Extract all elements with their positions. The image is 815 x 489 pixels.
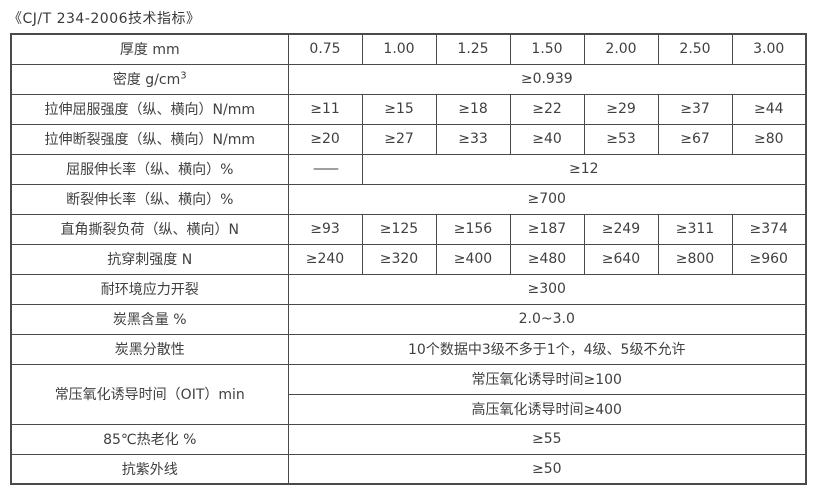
value-cell-merged: ≥0.939 bbox=[287, 63, 807, 95]
value-cell: 1.00 bbox=[361, 33, 437, 65]
table-row-heat-aging: 85℃热老化 % ≥55 bbox=[10, 423, 807, 455]
row-label: 拉伸屈服强度（纵、横向）N/mm bbox=[10, 93, 289, 125]
value-cell: ≥240 bbox=[287, 243, 363, 275]
row-label: 拉伸断裂强度（纵、横向）N/mm bbox=[10, 123, 289, 155]
value-cell-merged: 常压氧化诱导时间≥100 bbox=[287, 363, 807, 395]
value-cell-merged: 高压氧化诱导时间≥400 bbox=[287, 393, 807, 425]
row-label: 炭黑分散性 bbox=[10, 333, 289, 365]
value-cell: 1.50 bbox=[509, 33, 585, 65]
table-row-break-elongation: 断裂伸长率（纵、横向）% ≥700 bbox=[10, 183, 807, 215]
value-cell: ≥311 bbox=[657, 213, 733, 245]
row-label: 厚度 mm bbox=[10, 33, 289, 65]
row-label: 断裂伸长率（纵、横向）% bbox=[10, 183, 289, 215]
table-row-stress-crack-resistance: 耐环境应力开裂 ≥300 bbox=[10, 273, 807, 305]
value-cell: ≥29 bbox=[583, 93, 659, 125]
value-cell: ≥27 bbox=[361, 123, 437, 155]
spec-table: 厚度 mm 0.75 1.00 1.25 1.50 2.00 2.50 3.00… bbox=[10, 33, 807, 485]
value-cell: ≥480 bbox=[509, 243, 585, 275]
value-cell: 2.50 bbox=[657, 33, 733, 65]
value-cell: ≥15 bbox=[361, 93, 437, 125]
value-cell-merged: 2.0~3.0 bbox=[287, 303, 807, 335]
table-row-uv-resistance: 抗紫外线 ≥50 bbox=[10, 453, 807, 485]
row-label: 屈服伸长率（纵、横向）% bbox=[10, 153, 289, 185]
value-cell: ≥80 bbox=[731, 123, 807, 155]
table-row-puncture-strength: 抗穿刺强度 N ≥240 ≥320 ≥400 ≥480 ≥640 ≥800 ≥9… bbox=[10, 243, 807, 275]
value-cell: ≥53 bbox=[583, 123, 659, 155]
row-label: 抗紫外线 bbox=[10, 453, 289, 485]
table-row-tensile-break-strength: 拉伸断裂强度（纵、横向）N/mm ≥20 ≥27 ≥33 ≥40 ≥53 ≥67… bbox=[10, 123, 807, 155]
table-row-carbon-black-content: 炭黑含量 % 2.0~3.0 bbox=[10, 303, 807, 335]
value-cell: 1.25 bbox=[435, 33, 511, 65]
page-title: 《CJ/T 234-2006技术指标》 bbox=[8, 11, 201, 27]
value-cell: ≥187 bbox=[509, 213, 585, 245]
value-cell-dash: —— bbox=[287, 153, 363, 185]
value-cell: 3.00 bbox=[731, 33, 807, 65]
table-row-yield-elongation: 屈服伸长率（纵、横向）% —— ≥12 bbox=[10, 153, 807, 185]
row-label: 抗穿刺强度 N bbox=[10, 243, 289, 275]
value-cell: ≥40 bbox=[509, 123, 585, 155]
value-cell: ≥249 bbox=[583, 213, 659, 245]
value-cell: ≥400 bbox=[435, 243, 511, 275]
row-label: 常压氧化诱导时间（OIT）min bbox=[10, 363, 289, 425]
value-cell: ≥960 bbox=[731, 243, 807, 275]
value-cell: ≥44 bbox=[731, 93, 807, 125]
value-cell: ≥67 bbox=[657, 123, 733, 155]
value-cell: ≥37 bbox=[657, 93, 733, 125]
value-cell-merged: ≥700 bbox=[287, 183, 807, 215]
value-cell: ≥640 bbox=[583, 243, 659, 275]
value-cell: 0.75 bbox=[287, 33, 363, 65]
value-cell-merged: ≥55 bbox=[287, 423, 807, 455]
value-cell-merged: 10个数据中3级不多于1个，4级、5级不允许 bbox=[287, 333, 807, 365]
value-cell: ≥125 bbox=[361, 213, 437, 245]
row-label-superscript: 3 bbox=[180, 70, 187, 82]
table-row-tear-load: 直角撕裂负荷（纵、横向）N ≥93 ≥125 ≥156 ≥187 ≥249 ≥3… bbox=[10, 213, 807, 245]
row-label: 密度 g/cm3 bbox=[10, 63, 289, 95]
value-cell: ≥33 bbox=[435, 123, 511, 155]
table-row-density: 密度 g/cm3 ≥0.939 bbox=[10, 63, 807, 95]
row-label: 炭黑含量 % bbox=[10, 303, 289, 335]
value-cell: ≥22 bbox=[509, 93, 585, 125]
row-label: 直角撕裂负荷（纵、横向）N bbox=[10, 213, 289, 245]
value-cell: ≥156 bbox=[435, 213, 511, 245]
table-row-carbon-black-dispersion: 炭黑分散性 10个数据中3级不多于1个，4级、5级不允许 bbox=[10, 333, 807, 365]
value-cell: ≥374 bbox=[731, 213, 807, 245]
table-row-oit: 常压氧化诱导时间（OIT）min 常压氧化诱导时间≥100 bbox=[10, 363, 807, 425]
value-cell: ≥320 bbox=[361, 243, 437, 275]
table-row-oit-high-pressure: 高压氧化诱导时间≥400 bbox=[11, 393, 807, 425]
row-label-text: 密度 g/cm bbox=[112, 72, 181, 88]
value-cell: ≥93 bbox=[287, 213, 363, 245]
value-cell: ≥20 bbox=[287, 123, 363, 155]
row-label: 耐环境应力开裂 bbox=[10, 273, 289, 305]
row-label: 85℃热老化 % bbox=[10, 423, 289, 455]
value-cell: 2.00 bbox=[583, 33, 659, 65]
value-cell: ≥800 bbox=[657, 243, 733, 275]
table-row-tensile-yield-strength: 拉伸屈服强度（纵、横向）N/mm ≥11 ≥15 ≥18 ≥22 ≥29 ≥37… bbox=[10, 93, 807, 125]
value-cell: ≥11 bbox=[287, 93, 363, 125]
value-cell-merged: ≥12 bbox=[361, 153, 807, 185]
value-cell-merged: ≥50 bbox=[287, 453, 807, 485]
value-cell-merged: ≥300 bbox=[287, 273, 807, 305]
table-row-thickness: 厚度 mm 0.75 1.00 1.25 1.50 2.00 2.50 3.00 bbox=[10, 33, 807, 65]
value-cell: ≥18 bbox=[435, 93, 511, 125]
